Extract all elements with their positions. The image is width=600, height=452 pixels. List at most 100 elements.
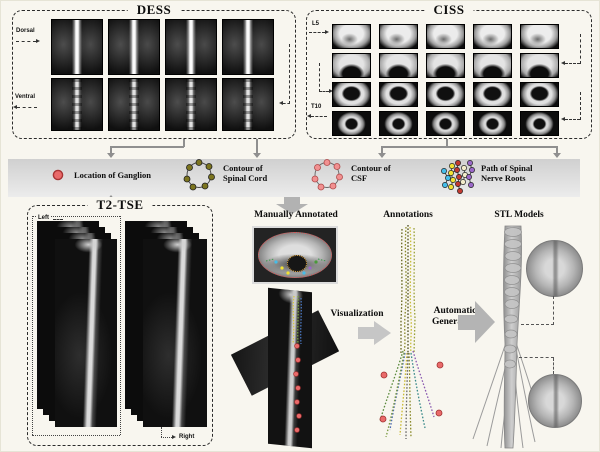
ciss-mri-tile bbox=[379, 111, 418, 136]
dess-mri-tile bbox=[51, 78, 103, 131]
t2-selection-rect bbox=[120, 216, 121, 435]
ciss-mri-tile bbox=[520, 53, 559, 78]
dess-mri-tile bbox=[51, 19, 103, 75]
ganglion-dot-icon bbox=[52, 169, 64, 181]
ventral-arrow-icon bbox=[13, 105, 17, 109]
annotations-heading: Annotations bbox=[383, 210, 433, 220]
dess-serpentine-line bbox=[289, 44, 290, 104]
stl-zoom-inset-bottom bbox=[528, 374, 582, 428]
traced-paths-overlay bbox=[292, 295, 302, 345]
ciss-panel: CISS L5 T10 bbox=[306, 2, 592, 139]
down-block-arrow-icon bbox=[276, 204, 308, 214]
connector-line bbox=[256, 139, 258, 154]
stl-model bbox=[472, 225, 542, 449]
legend-csf-label: Contour of CSF bbox=[351, 163, 391, 183]
dorsal-arrow-line bbox=[16, 41, 36, 42]
csf-contour-icon bbox=[311, 159, 343, 191]
ciss-mri-tile bbox=[520, 24, 559, 49]
ganglion-dots-overlay bbox=[293, 343, 302, 433]
ciss-title: CISS bbox=[424, 2, 474, 18]
dess-panel: DESS Dorsal Ventral bbox=[12, 2, 296, 139]
t2-selection-rect bbox=[32, 216, 33, 435]
dess-serpentine-line bbox=[283, 103, 290, 104]
dess-serpentine-arrow-icon bbox=[279, 101, 283, 105]
automatic-generation-arrow-icon bbox=[475, 301, 495, 343]
t2-right-arrow-line bbox=[161, 437, 172, 438]
t2-right-label: Right bbox=[179, 434, 195, 440]
visualization-arrow-icon bbox=[374, 321, 391, 345]
t2-mri-sheet bbox=[143, 239, 207, 427]
dess-mri-tile bbox=[165, 78, 217, 131]
t2-right-arrow-line bbox=[161, 427, 162, 437]
spinal-cord-contour-icon bbox=[183, 159, 215, 191]
ciss-mri-tile bbox=[332, 53, 371, 78]
ciss-mri-tile bbox=[332, 82, 371, 107]
ciss-serpentine-arrow-icon bbox=[329, 89, 333, 93]
ciss-mri-tile bbox=[426, 111, 465, 136]
ciss-mri-tile bbox=[426, 82, 465, 107]
connector-line bbox=[556, 146, 558, 154]
ciss-serpentine-arrow-icon bbox=[561, 61, 565, 65]
planes-3d-group bbox=[230, 287, 340, 450]
dess-dorsal-label: Dorsal bbox=[16, 28, 35, 34]
annotated-axial-image bbox=[252, 226, 338, 284]
automatic-generation-arrow bbox=[458, 315, 475, 330]
annotation-dots-overlay bbox=[265, 258, 327, 275]
connector-line bbox=[110, 146, 184, 148]
dess-image-grid bbox=[51, 19, 274, 131]
ciss-top-arrow-icon bbox=[325, 30, 329, 34]
ciss-mri-tile bbox=[332, 111, 371, 136]
annotations-pointcloud bbox=[379, 225, 444, 440]
ciss-mri-tile bbox=[379, 82, 418, 107]
t2-left-label: Left bbox=[37, 215, 50, 221]
ciss-mri-tile bbox=[520, 82, 559, 107]
connector-line bbox=[446, 139, 448, 147]
connector-arrow-icon bbox=[107, 153, 115, 158]
dess-mri-tile bbox=[108, 78, 160, 131]
connector-line bbox=[183, 139, 185, 147]
stl-models-heading: STL Models bbox=[494, 210, 544, 220]
t2tse-panel: T2-TSE Left Right bbox=[27, 197, 213, 446]
ciss-mri-tile bbox=[426, 53, 465, 78]
ventral-arrow-line bbox=[17, 107, 37, 108]
t2-selection-rect bbox=[32, 435, 120, 436]
inset-connector-line bbox=[519, 357, 554, 358]
automatic-generation-label: Automatic Generation bbox=[432, 306, 478, 327]
ciss-mri-tile bbox=[379, 53, 418, 78]
ciss-mri-tile bbox=[473, 111, 512, 136]
connector-line bbox=[381, 146, 557, 148]
connector-arrow-icon bbox=[378, 153, 386, 158]
down-block-arrow bbox=[284, 197, 300, 204]
dess-mri-tile bbox=[222, 78, 274, 131]
t2-selection-rect bbox=[32, 216, 120, 217]
legend-roots-label: Path of Spinal Nerve Roots bbox=[481, 163, 533, 183]
ciss-serpentine-arrow-icon bbox=[561, 117, 565, 121]
ciss-mri-tile bbox=[426, 24, 465, 49]
dess-mri-tile bbox=[165, 19, 217, 75]
ciss-bottom-label: T10 bbox=[311, 104, 322, 110]
ciss-serpentine-line bbox=[319, 91, 329, 92]
connector-arrow-icon bbox=[253, 153, 261, 158]
inset-connector-line bbox=[553, 296, 554, 325]
ciss-serpentine-line bbox=[565, 119, 580, 120]
connector-line bbox=[381, 146, 383, 154]
stl-zoom-inset-top bbox=[526, 240, 583, 297]
ciss-top-arrow-line bbox=[309, 32, 325, 33]
ciss-mri-tile bbox=[379, 24, 418, 49]
legend-band bbox=[8, 159, 580, 197]
t2-mri-sheet bbox=[55, 239, 117, 427]
ciss-serpentine-line bbox=[580, 92, 581, 120]
t2-left-arrow-line bbox=[53, 219, 63, 220]
ciss-serpentine-line bbox=[580, 34, 581, 64]
dess-title: DESS bbox=[127, 2, 181, 18]
cord-contour-overlay bbox=[287, 255, 307, 272]
dess-ventral-label: Ventral bbox=[15, 94, 36, 100]
ciss-image-grid bbox=[332, 24, 559, 136]
dess-mri-tile bbox=[108, 19, 160, 75]
ciss-serpentine-line bbox=[565, 63, 580, 64]
ciss-top-label: L5 bbox=[312, 21, 320, 27]
ciss-mri-tile bbox=[473, 24, 512, 49]
ciss-bottom-arrow-line bbox=[311, 116, 327, 117]
connector-arrow-icon bbox=[553, 153, 561, 158]
